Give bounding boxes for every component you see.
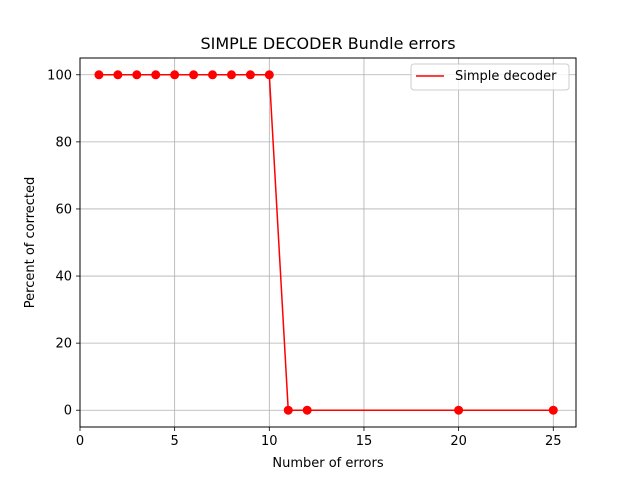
y-tick-label: 100 [47,68,72,83]
legend-label: Simple decoder [455,69,557,84]
data-point [189,70,199,80]
data-point [454,405,464,415]
x-tick-label: 5 [171,434,179,449]
data-point [208,70,218,80]
x-tick-label: 25 [545,434,562,449]
x-tick-label: 15 [356,434,373,449]
x-axis-label: Number of errors [272,456,383,471]
legend-box [410,63,570,91]
data-point [226,70,236,80]
data-point [113,70,123,80]
y-tick-label: 60 [55,202,72,217]
data-point [302,405,312,415]
series-layer [94,70,558,415]
y-tick-label: 0 [64,404,72,419]
ticks: 0 5 10 15 20 25 0 20 40 60 80 100 [47,68,561,449]
y-axis-label: Percent of corrected [23,177,38,308]
chart-title: SIMPLE DECODER Bundle errors [200,34,455,53]
data-point [283,405,293,415]
x-tick-label: 20 [450,434,467,449]
y-tick-label: 40 [55,270,72,285]
x-tick-label: 0 [76,434,84,449]
grid [79,58,576,427]
x-tick-label: 10 [261,434,278,449]
data-point [170,70,180,80]
legend: Simple decoder [410,63,570,91]
data-point [264,70,274,80]
data-point [245,70,255,80]
axes-frame [79,57,577,428]
data-point [151,70,161,80]
data-point [94,70,104,80]
data-point [132,70,142,80]
data-point [548,405,558,415]
y-tick-label: 80 [55,135,72,150]
y-tick-label: 20 [55,337,72,352]
